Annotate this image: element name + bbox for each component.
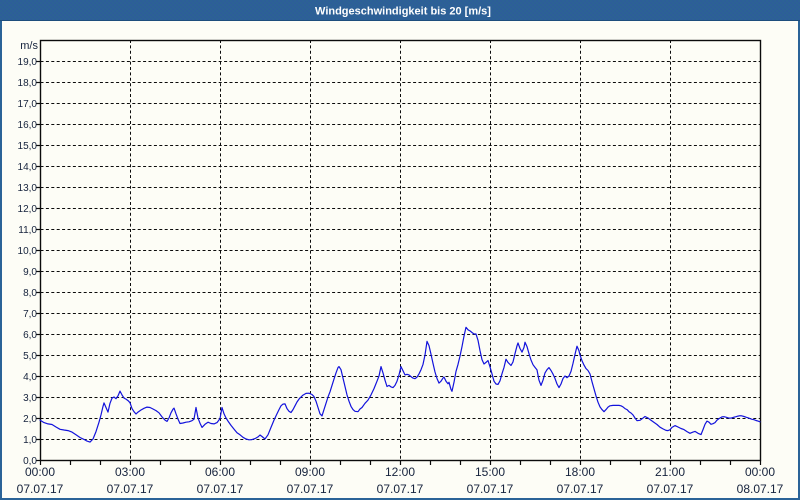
svg-text:12,0: 12,0 [18,204,38,215]
svg-text:16,0: 16,0 [18,120,38,131]
svg-text:4,0: 4,0 [23,372,37,383]
svg-text:13,0: 13,0 [18,183,38,194]
svg-text:00:00: 00:00 [25,465,55,479]
svg-text:Windgeschwindigkeit bis 20 [m/: Windgeschwindigkeit bis 20 [m/s] [315,6,491,18]
svg-text:03:00: 03:00 [115,465,145,479]
svg-text:m/s: m/s [20,40,38,52]
svg-text:5,0: 5,0 [23,351,37,362]
svg-text:08.07.17: 08.07.17 [737,482,784,496]
svg-text:17,0: 17,0 [18,99,38,110]
svg-text:15,0: 15,0 [18,141,38,152]
svg-text:14,0: 14,0 [18,162,38,173]
svg-text:8,0: 8,0 [23,288,37,299]
svg-text:07.07.17: 07.07.17 [287,482,334,496]
svg-text:07.07.17: 07.07.17 [557,482,604,496]
svg-text:0,0: 0,0 [23,456,37,467]
svg-text:2,0: 2,0 [23,414,37,425]
svg-text:3,0: 3,0 [23,393,37,404]
svg-text:07.07.17: 07.07.17 [377,482,424,496]
svg-text:07.07.17: 07.07.17 [647,482,694,496]
svg-text:7,0: 7,0 [23,309,37,320]
svg-text:10,0: 10,0 [18,246,38,257]
svg-text:07.07.17: 07.07.17 [467,482,514,496]
svg-text:21:00: 21:00 [655,465,685,479]
svg-text:09:00: 09:00 [295,465,325,479]
svg-text:1,0: 1,0 [23,435,37,446]
svg-text:6,0: 6,0 [23,330,37,341]
svg-text:07.07.17: 07.07.17 [107,482,154,496]
svg-text:00:00: 00:00 [745,465,775,479]
svg-text:19,0: 19,0 [18,57,38,68]
svg-text:07.07.17: 07.07.17 [17,482,64,496]
svg-text:07.07.17: 07.07.17 [197,482,244,496]
svg-text:06:00: 06:00 [205,465,235,479]
svg-text:18:00: 18:00 [565,465,595,479]
svg-text:18,0: 18,0 [18,78,38,89]
svg-text:9,0: 9,0 [23,267,37,278]
svg-text:11,0: 11,0 [18,225,37,236]
svg-text:15:00: 15:00 [475,465,505,479]
svg-text:12:00: 12:00 [385,465,415,479]
